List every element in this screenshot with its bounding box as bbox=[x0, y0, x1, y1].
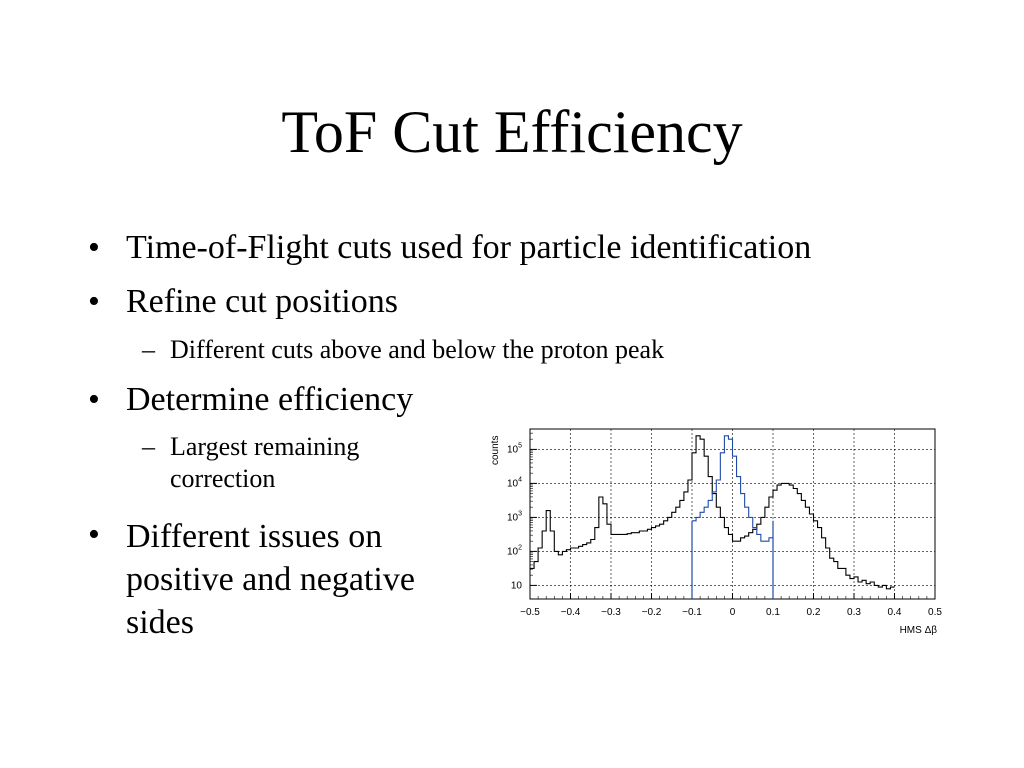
x-tick-labels: −0.5 −0.4 −0.3 −0.2 −0.1 0 0.1 0.2 0.3 0.4 0.5 bbox=[520, 607, 942, 618]
x-tick-label: −0.5 bbox=[520, 607, 540, 618]
x-tick-label: 0.4 bbox=[888, 607, 902, 618]
x-tick-label: 0.3 bbox=[847, 607, 861, 618]
bullet-text: Determine efficiency bbox=[126, 381, 414, 418]
sub-bullet-marker: – bbox=[142, 335, 155, 364]
axis-ticks bbox=[529, 432, 936, 599]
bullet-text: Refine cut positions bbox=[126, 283, 398, 320]
x-tick-label: 0 bbox=[730, 607, 736, 618]
tof-histogram: −0.5 −0.4 −0.3 −0.2 −0.1 0 0.1 0.2 0.3 0.4 0.5 10 1… bbox=[480, 395, 960, 650]
cut-lines bbox=[691, 520, 774, 599]
slide-title: ToF Cut Efficiency bbox=[281, 99, 743, 165]
bullet-marker: • bbox=[88, 381, 100, 418]
y-tick-label: 102 bbox=[507, 544, 522, 557]
x-tick-label: −0.2 bbox=[642, 607, 662, 618]
sub-bullet-text: Largest remaining correction bbox=[170, 432, 360, 493]
bullet-marker: • bbox=[88, 229, 100, 266]
bullet-marker: • bbox=[88, 516, 100, 553]
y-tick-label: 104 bbox=[507, 476, 522, 489]
sub-bullet-text: Different cuts above and below the proto… bbox=[170, 335, 665, 364]
series-all-events bbox=[530, 435, 895, 590]
x-tick-label: −0.4 bbox=[561, 607, 581, 618]
y-axis-label: counts bbox=[490, 436, 501, 465]
x-tick-label: −0.3 bbox=[601, 607, 621, 618]
x-axis-label: HMS Δβ bbox=[900, 625, 938, 636]
bullet-text: Time-of-Flight cuts used for particle id… bbox=[126, 229, 812, 266]
bullet-text: Different issues on positive and negativ… bbox=[126, 518, 415, 641]
histogram-svg: −0.5 −0.4 −0.3 −0.2 −0.1 0 0.1 0.2 0.3 0.4 0.5 101… bbox=[490, 428, 942, 636]
series-proton-cut bbox=[692, 435, 773, 542]
y-tick-label: 10 bbox=[511, 580, 523, 591]
sub-bullet-marker: – bbox=[142, 432, 155, 461]
y-tick-labels: 10 102 103 104 105 bbox=[507, 442, 522, 591]
y-tick-label: 103 bbox=[507, 510, 522, 523]
x-tick-label: 0.1 bbox=[766, 607, 780, 618]
x-tick-label: 0.5 bbox=[928, 607, 942, 618]
x-tick-label: −0.1 bbox=[682, 607, 702, 618]
y-tick-label: 105 bbox=[507, 442, 522, 455]
bullet-marker: • bbox=[88, 283, 100, 320]
series-layer bbox=[530, 435, 895, 590]
x-tick-label: 0.2 bbox=[807, 607, 821, 618]
